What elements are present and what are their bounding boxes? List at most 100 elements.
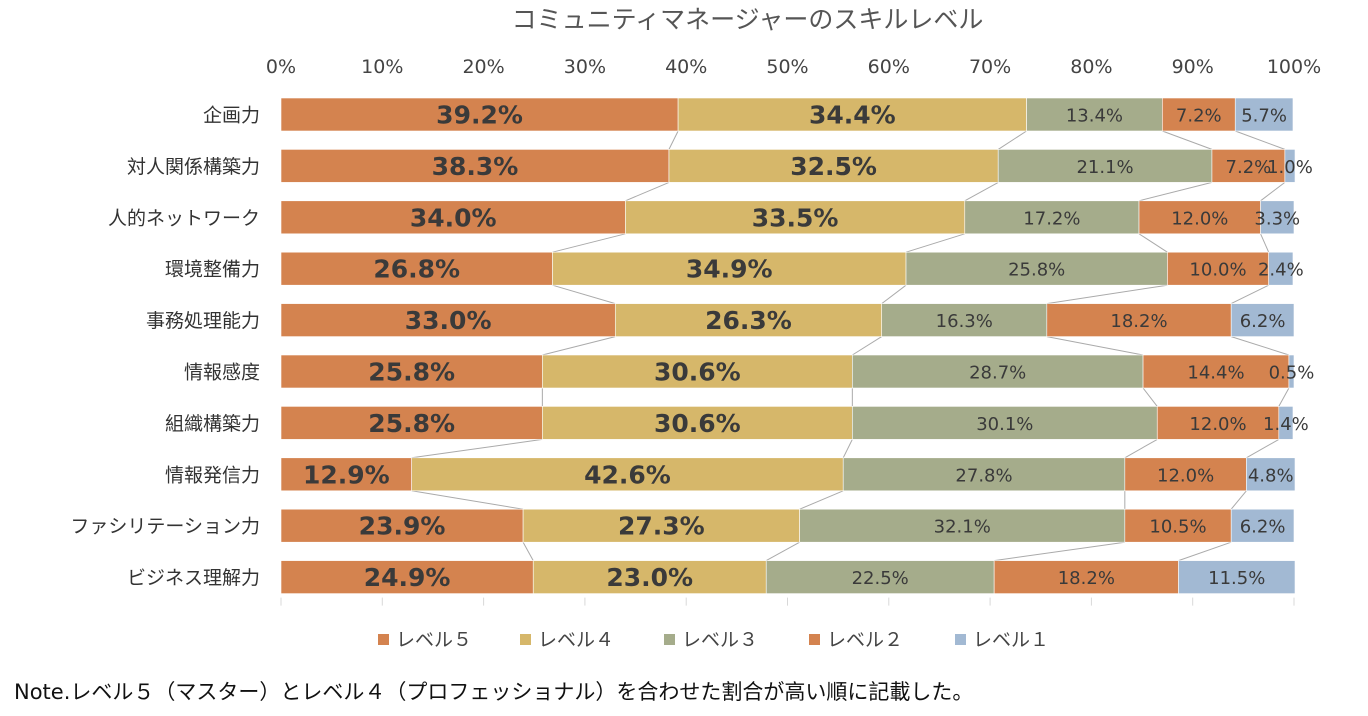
- data-label: 34.0%: [410, 203, 497, 232]
- category-label: ビジネス理解力: [127, 567, 260, 589]
- bar-segment: [280, 560, 534, 594]
- x-tick-label: 30%: [564, 56, 606, 78]
- series-line: [1162, 130, 1213, 150]
- series-line: [905, 233, 965, 253]
- bar-segment: [881, 303, 1048, 337]
- data-label: 10.0%: [1189, 260, 1246, 281]
- series-line: [1260, 182, 1286, 202]
- series-line: [997, 130, 1027, 150]
- series-line: [1231, 336, 1290, 356]
- bar-segment: [1230, 508, 1295, 543]
- data-label: 27.3%: [618, 512, 705, 541]
- series-line: [842, 439, 853, 459]
- x-tick-label: 20%: [462, 56, 504, 78]
- bar-segment: [280, 457, 412, 492]
- data-label: 5.7%: [1241, 106, 1287, 127]
- series-line: [994, 541, 1125, 562]
- data-label: 2.4%: [1258, 260, 1304, 281]
- bar-segment: [280, 303, 616, 337]
- data-label: 13.4%: [1066, 106, 1123, 127]
- legend-swatch: [809, 634, 820, 645]
- bar-segment: [852, 406, 1158, 440]
- x-tick-label: 50%: [766, 56, 808, 78]
- bar-segment: [905, 251, 1168, 286]
- legend-swatch: [520, 634, 531, 645]
- series-line: [552, 233, 626, 253]
- data-label: 33.5%: [752, 203, 839, 232]
- data-label: 12.0%: [1189, 414, 1246, 435]
- bar-segment: [677, 97, 1027, 132]
- data-label: 18.2%: [1058, 568, 1115, 589]
- bar-segment: [1268, 251, 1294, 286]
- stacked-bar-chart: コミュニティマネージャーのスキルレベル 0% 10% 20% 30% 40% 50% 60% 7…: [70, 5, 1321, 651]
- bar-segment: [1246, 457, 1296, 492]
- series-line: [411, 490, 524, 510]
- series-line: [1235, 130, 1286, 150]
- bar-segment: [1288, 354, 1295, 389]
- legend-label: レベル１: [973, 629, 1049, 651]
- category-label: 事務処理能力: [146, 310, 260, 332]
- data-label: 32.5%: [790, 152, 877, 181]
- bar-segment: [842, 457, 1126, 492]
- data-label: 26.3%: [705, 306, 792, 335]
- data-label: 23.9%: [359, 512, 446, 541]
- bar-segment: [1178, 560, 1296, 594]
- data-label: 12.0%: [1171, 208, 1228, 229]
- data-label: 38.3%: [432, 152, 519, 181]
- data-label: 12.9%: [303, 460, 390, 489]
- data-label: 21.1%: [1076, 157, 1133, 178]
- data-label: 16.3%: [936, 311, 993, 332]
- series-line: [881, 284, 907, 304]
- bar-segment: [1156, 406, 1280, 440]
- series-line: [542, 336, 616, 356]
- data-label: 1.0%: [1267, 157, 1313, 178]
- bar-segment: [1026, 97, 1163, 132]
- data-label: 27.8%: [955, 465, 1012, 486]
- bar-segment: [1230, 303, 1295, 337]
- data-label: 10.5%: [1149, 517, 1206, 538]
- series-line: [799, 490, 844, 510]
- data-label: 26.8%: [373, 255, 460, 284]
- bar-segment: [542, 406, 853, 440]
- category-label: 対人関係構築力: [127, 156, 260, 178]
- legend-swatch: [955, 634, 966, 645]
- data-label: 33.0%: [405, 306, 492, 335]
- bar-segment: [552, 251, 907, 286]
- x-tick-label: 40%: [665, 56, 707, 78]
- bar-segment: [1278, 406, 1294, 440]
- bar-segment: [280, 149, 670, 183]
- series-line: [1046, 284, 1168, 305]
- data-label: 0.5%: [1269, 363, 1315, 384]
- series-line: [1230, 490, 1247, 510]
- bar-segment: [852, 354, 1144, 389]
- bar-segment: [280, 251, 553, 286]
- bar-segment: [1234, 97, 1294, 132]
- x-tick-label: 10%: [361, 56, 403, 78]
- bar-segment: [993, 560, 1179, 594]
- bar-segment: [1211, 149, 1286, 183]
- legend-swatch: [664, 634, 675, 645]
- series-line: [1138, 233, 1168, 253]
- data-label: 30.6%: [654, 358, 741, 387]
- series-line: [522, 541, 534, 561]
- legend-label: レベル５: [396, 629, 472, 651]
- bar-segment: [411, 457, 844, 492]
- data-label: 6.2%: [1240, 517, 1286, 538]
- bar-segment: [1167, 251, 1269, 286]
- bar-segment: [1260, 200, 1295, 235]
- data-label: 6.2%: [1240, 311, 1286, 332]
- category-label: ファシリテーション力: [70, 516, 260, 538]
- data-label: 25.8%: [1008, 260, 1065, 281]
- data-label: 42.6%: [584, 460, 671, 489]
- bar-segment: [1142, 354, 1290, 389]
- data-label: 17.2%: [1023, 208, 1080, 229]
- data-label: 30.6%: [654, 409, 741, 438]
- series-line: [1142, 387, 1158, 407]
- data-label: 34.9%: [686, 255, 773, 284]
- series-line: [964, 181, 999, 202]
- series-line: [625, 181, 670, 202]
- category-label: 組織構築力: [165, 413, 260, 435]
- bar-segment: [542, 354, 853, 389]
- x-tick-label: 90%: [1172, 56, 1214, 78]
- x-tick-label: 60%: [868, 56, 910, 78]
